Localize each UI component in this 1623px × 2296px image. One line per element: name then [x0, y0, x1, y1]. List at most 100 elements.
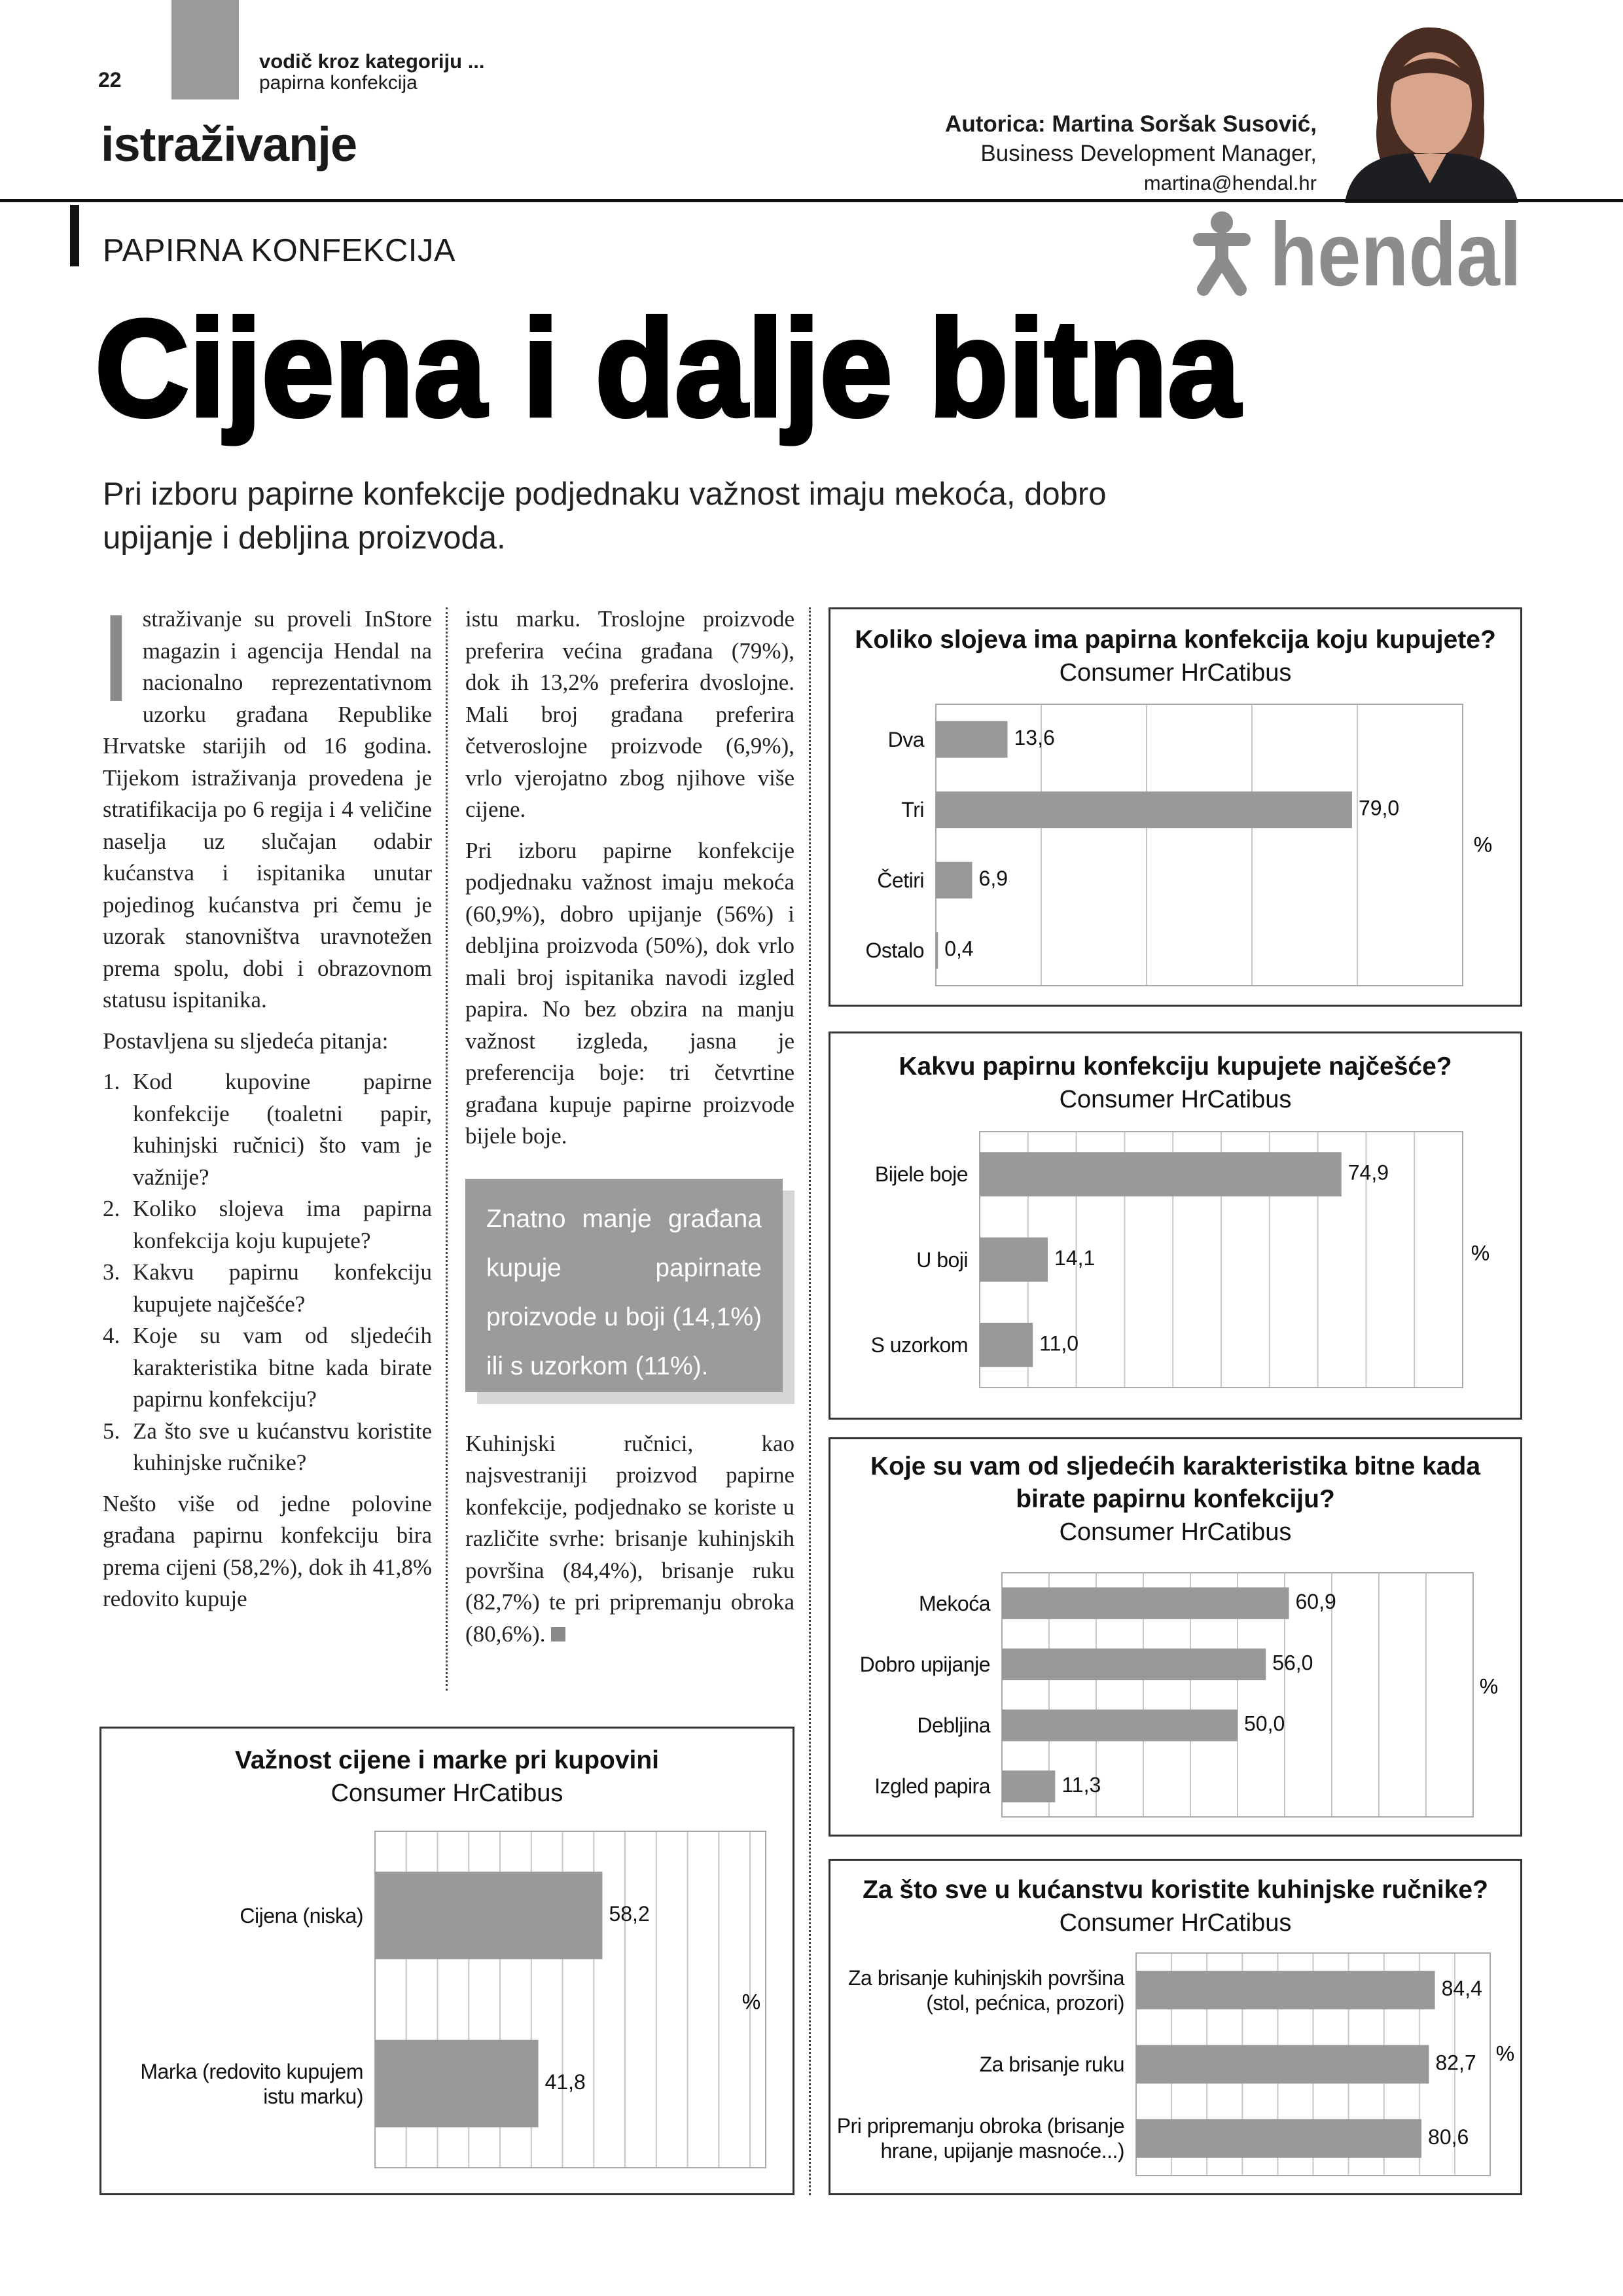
chart-title: Koliko slojeva ima papirna konfekcija ko… [855, 626, 1496, 654]
value-label: 6,9 [979, 867, 1008, 890]
rubric: istraživanje [101, 117, 357, 171]
logo-text: hendal [1270, 208, 1522, 296]
question-number: 2. [103, 1196, 120, 1221]
bar [936, 721, 1008, 758]
bar [375, 1871, 603, 1960]
chart-title: Za što sve u kućanstvu koristite kuhinjs… [863, 1876, 1488, 1904]
chart: Važnost cijene i marke pri kupovini Consu… [99, 1727, 794, 2195]
question: 4. Koje su vam od sljedećih karakteristik… [103, 1320, 432, 1416]
value-label: 80,6 [1428, 2125, 1469, 2149]
question-list: 1. Kod kupovine papirne konfekcije (toale… [103, 1066, 432, 1479]
chart-heading: Koje su vam od sljedećih karakteristika … [844, 1450, 1507, 1549]
bar [1136, 2119, 1422, 2158]
category-label: Marka (redovito kupujem istu marku) [140, 2059, 363, 2108]
paragraph: Nešto više od jedne polovine građana pap… [103, 1490, 432, 1612]
category-label: Izgled papira [874, 1774, 990, 1799]
section-top: vodič kroz kategoriju ... [259, 50, 485, 73]
value-label: 84,4 [1442, 1977, 1482, 2000]
header-block [171, 0, 239, 99]
value-label: 13,6 [1014, 726, 1054, 749]
chart-title: Koje su vam od sljedećih karakteristika … [870, 1452, 1481, 1513]
value-label: 82,7 [1435, 2051, 1476, 2074]
value-label: 79,0 [1359, 797, 1399, 820]
chart: Koliko slojeva ima papirna konfekcija ko… [829, 607, 1522, 1007]
bar [936, 791, 1352, 829]
author-role: Business Development Manager, [980, 141, 1317, 166]
chart-subtitle: Consumer HrCatibus [1059, 1909, 1292, 1937]
question-text: Kakvu papirnu konfekciju kupujete najčeš… [133, 1259, 432, 1317]
value-label: 56,0 [1272, 1651, 1313, 1674]
author-photo [1332, 20, 1528, 203]
chart-heading: Važnost cijene i marke pri kupovini Consu… [115, 1744, 779, 1810]
category-label: Dobro upijanje [859, 1652, 991, 1676]
category-label: Dva [887, 727, 925, 751]
chart-plot: 58,2 41,8% [374, 1831, 766, 2168]
section-sub: papirna konfekcija [259, 72, 418, 94]
paragraph: istu marku. Troslojne proizvode preferir… [465, 606, 794, 822]
chart-plot: 60,9 56,0 50,0 11,3% [1001, 1572, 1498, 1818]
value-label: 58,2 [609, 1902, 649, 1926]
unit-label: % [1471, 1241, 1489, 1265]
chart: Kakvu papirnu konfekciju kupujete najčeš… [829, 1031, 1522, 1420]
plot-frame [1001, 1572, 1474, 1818]
kicker-bar [70, 205, 79, 266]
category-label: Tri [901, 798, 924, 822]
category-label: Mekoća [918, 1591, 991, 1615]
chart-title: Kakvu papirnu konfekciju kupujete najčeš… [899, 1052, 1452, 1081]
column-2: istu marku. Troslojne proizvode preferir… [465, 603, 794, 1659]
logo: hendal [1193, 208, 1522, 296]
question-number: 3. [103, 1259, 120, 1285]
unit-label: % [1474, 833, 1492, 856]
bar [1136, 1971, 1435, 2010]
value-label: 14,1 [1054, 1246, 1095, 1270]
chart-subtitle: Consumer HrCatibus [1059, 1086, 1292, 1113]
unit-label: % [1480, 1674, 1498, 1698]
category-label: S uzorkom [870, 1333, 969, 1357]
lede: Pri izboru papirne konfekcije podjednaku… [103, 476, 1107, 556]
value-label: 11,0 [1039, 1331, 1079, 1355]
category-label: Pri pripremanju obroka (brisanje hrane, … [836, 2114, 1125, 2163]
category-label: U boji [916, 1247, 968, 1272]
category-label: Bijele boje [874, 1162, 969, 1187]
question-text: Koliko slojeva ima papirna konfekcija ko… [133, 1196, 432, 1253]
question-number: 1. [103, 1069, 120, 1094]
chart-heading: Kakvu papirnu konfekciju kupujete najčeš… [844, 1050, 1507, 1116]
bar [980, 1237, 1048, 1282]
article-title: Cijena i dalje bitna [95, 298, 1241, 445]
drop-cap: I [99, 589, 134, 728]
question-text: Za što sve u kućanstvu koristite kuhinjs… [133, 1418, 432, 1476]
bar [375, 2039, 539, 2128]
quote-text: Znatno manje građana kupuje papirnate pr… [465, 1178, 783, 1392]
chart-plot: 13,6 79,0 6,9 0,4% [935, 704, 1492, 986]
chart: Koje su vam od sljedećih karakteristika … [829, 1437, 1522, 1837]
author: Autorica: Martina Soršak Susović, [945, 111, 1317, 137]
question-number: 5. [103, 1418, 120, 1444]
bar [1002, 1709, 1238, 1742]
question: 1. Kod kupovine papirne konfekcije (toale… [103, 1066, 432, 1193]
category-label: Cijena (niska) [240, 1903, 363, 1928]
chart: Za što sve u kućanstvu koristite kuhinjs… [829, 1859, 1522, 2195]
value-label: 0,4 [944, 937, 973, 961]
pull-quote: Znatno manje građana kupuje papirnate pr… [465, 1178, 794, 1404]
chart-subtitle: Consumer HrCatibus [1059, 659, 1292, 687]
bar [1136, 2045, 1429, 2084]
end-mark [551, 1626, 566, 1641]
chart-subtitle: Consumer HrCatibus [330, 1780, 563, 1807]
paragraph-text: straživanje su proveli InStore magazin i… [103, 606, 432, 1013]
unit-label: % [742, 1990, 760, 2013]
value-label: 74,9 [1348, 1161, 1389, 1185]
chart-plot: 74,9 14,1 11,0% [979, 1131, 1489, 1388]
bar [936, 861, 972, 899]
category-label: Četiri [877, 868, 924, 892]
question-text: Koje su vam od sljedećih karakteristika … [133, 1323, 432, 1412]
column-separator [446, 607, 448, 1691]
value-label: 60,9 [1295, 1590, 1336, 1613]
plot-frame [374, 1831, 766, 2168]
chart-heading: Za što sve u kućanstvu koristite kuhinjs… [844, 1874, 1507, 1939]
chart-title: Važnost cijene i marke pri kupovini [234, 1746, 660, 1774]
plot-frame [935, 704, 1463, 986]
category-label: Ostalo [865, 939, 925, 963]
unit-label: % [1496, 2041, 1514, 2065]
